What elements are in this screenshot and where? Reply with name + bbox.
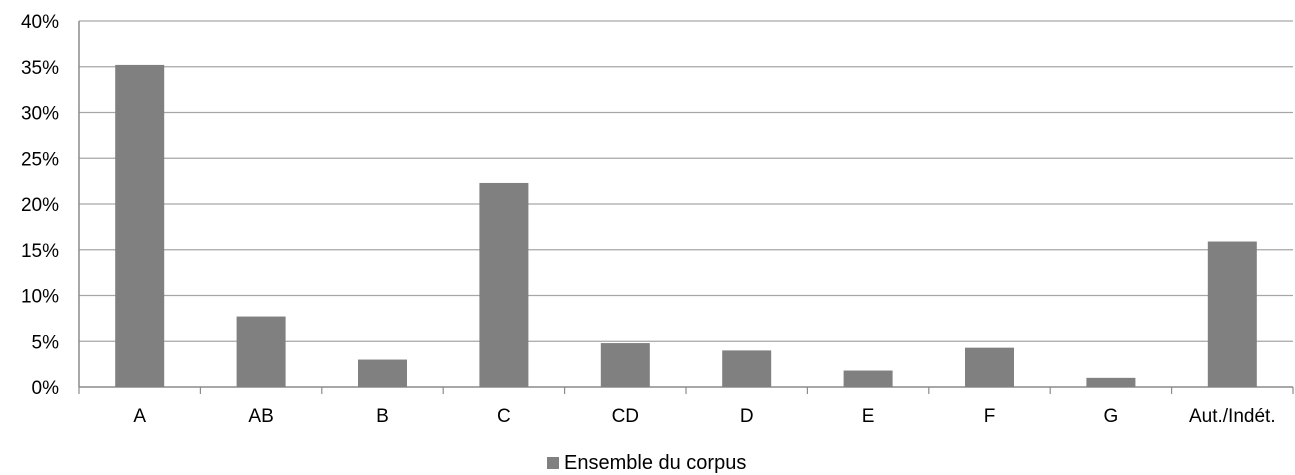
- bar-f: [965, 347, 1014, 387]
- y-tick-label: 35%: [21, 58, 59, 79]
- x-tick-label: CD: [612, 406, 639, 427]
- y-tick-label: 25%: [21, 149, 59, 170]
- y-tick-label: 15%: [21, 241, 59, 262]
- y-axis-tick-labels: 0% 5% 10% 15% 20% 25% 30% 35% 40%: [21, 12, 59, 399]
- legend: Ensemble du corpus: [547, 452, 746, 474]
- x-tick-label: E: [862, 406, 875, 427]
- x-tick-label: D: [740, 406, 754, 427]
- bar-g: [1086, 377, 1136, 387]
- bar-ab: [236, 316, 286, 387]
- y-tick-label: 20%: [21, 195, 59, 216]
- legend-label: Ensemble du corpus: [564, 452, 746, 474]
- x-tick-label: F: [984, 406, 996, 427]
- y-tick-label: 0%: [32, 378, 60, 399]
- x-axis-tick-labels: A AB B C CD D E F G Aut./Indét.: [133, 406, 1275, 427]
- x-tick-label: Aut./Indét.: [1189, 406, 1276, 427]
- bar-b: [358, 359, 407, 387]
- bar-cd: [600, 343, 650, 387]
- bar-d: [722, 350, 772, 387]
- y-tick-label: 10%: [21, 287, 59, 308]
- bars: [115, 64, 1257, 388]
- legend-swatch: [547, 457, 559, 469]
- bar-a: [115, 64, 165, 388]
- bar-aut-ind-t: [1207, 241, 1257, 387]
- x-axis: [78, 21, 1294, 394]
- y-tick-label: 40%: [21, 12, 59, 33]
- y-tick-label: 5%: [32, 332, 60, 353]
- x-tick-label: C: [497, 406, 511, 427]
- x-tick-label: AB: [248, 406, 273, 427]
- bar-e: [843, 370, 893, 387]
- y-tick-label: 30%: [21, 104, 59, 125]
- bar-c: [479, 182, 529, 387]
- x-tick-label: A: [133, 406, 146, 427]
- x-tick-label: G: [1104, 406, 1119, 427]
- x-tick-label: B: [376, 406, 389, 427]
